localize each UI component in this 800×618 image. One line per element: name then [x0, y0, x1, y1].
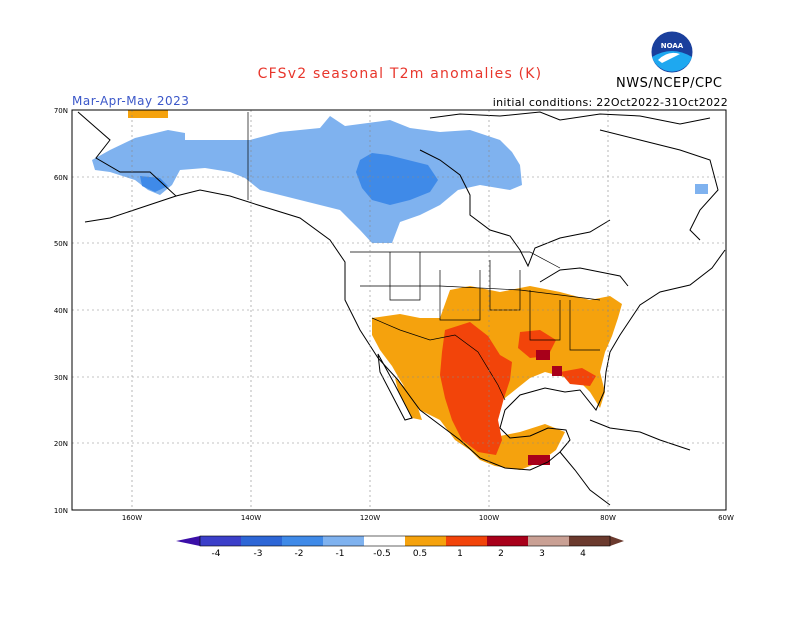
- lon-tick-label: 100W: [479, 514, 499, 522]
- initial-conditions-label: initial conditions: 22Oct2022-31Oct2022: [492, 96, 728, 109]
- lon-tick-labels: 160W 140W 120W 100W 80W 60W: [122, 514, 734, 522]
- colorbar-label: -4: [212, 549, 221, 559]
- colorbar-segment: [487, 536, 528, 546]
- lat-tick-label: 70N: [54, 107, 68, 115]
- colorbar-segment: [446, 536, 487, 546]
- colorbar-segment: [200, 536, 241, 546]
- colorbar-label: -1: [336, 549, 345, 559]
- colorbar-label: -2: [295, 549, 304, 559]
- colorbar-label: -0.5: [373, 549, 391, 559]
- lon-tick-label: 160W: [122, 514, 142, 522]
- noaa-logo-icon: NOAA: [650, 30, 694, 74]
- lat-tick-label: 10N: [54, 507, 68, 515]
- coastlines: [77, 111, 726, 506]
- colorbar: -4 -3 -2 -1 -0.5 0.5 1 2 3 4: [176, 535, 624, 559]
- lon-tick-label: 60W: [718, 514, 734, 522]
- colorbar-min-arrow: [176, 536, 200, 546]
- lat-tick-label: 20N: [54, 440, 68, 448]
- lat-tick-label: 40N: [54, 307, 68, 315]
- lon-tick-label: 80W: [600, 514, 616, 522]
- colorbar-segment: [405, 536, 446, 546]
- colorbar-segment: [364, 536, 405, 546]
- colorbar-segment: [569, 536, 610, 546]
- small-warm-anomaly-north: [128, 110, 168, 118]
- political-borders: [247, 112, 601, 401]
- figure-title: CFSv2 seasonal T2m anomalies (K): [257, 66, 543, 82]
- cool-anomaly-core: [140, 153, 438, 205]
- colorbar-label: 3: [539, 549, 545, 559]
- colorbar-label: 2: [498, 549, 504, 559]
- agency-label: NWS/NCEP/CPC: [616, 76, 723, 91]
- lat-tick-label: 50N: [54, 240, 68, 248]
- lat-tick-label: 30N: [54, 374, 68, 382]
- lat-tick-label: 60N: [54, 174, 68, 182]
- colorbar-label: 1: [457, 549, 463, 559]
- colorbar-segment: [282, 536, 323, 546]
- colorbar-label: 0.5: [413, 549, 427, 559]
- colorbar-label: -3: [254, 549, 263, 559]
- colorbar-max-arrow: [610, 536, 624, 546]
- map-frame: [71, 109, 727, 511]
- colorbar-segment: [323, 536, 364, 546]
- lat-tick-labels: 70N 60N 50N 40N 30N 20N 10N: [54, 107, 68, 515]
- season-label: Mar-Apr-May 2023: [72, 94, 190, 108]
- warm-anomaly-strong-spots: [528, 350, 562, 465]
- lon-tick-label: 140W: [241, 514, 261, 522]
- colorbar-segment: [528, 536, 569, 546]
- lat-lon-grid: [72, 110, 726, 510]
- logo-text: NOAA: [661, 42, 684, 50]
- lon-tick-label: 120W: [360, 514, 380, 522]
- colorbar-label: 4: [580, 549, 586, 559]
- colorbar-segment: [241, 536, 282, 546]
- colorbar-outline: [199, 535, 611, 547]
- cool-anomaly-region: [92, 116, 708, 243]
